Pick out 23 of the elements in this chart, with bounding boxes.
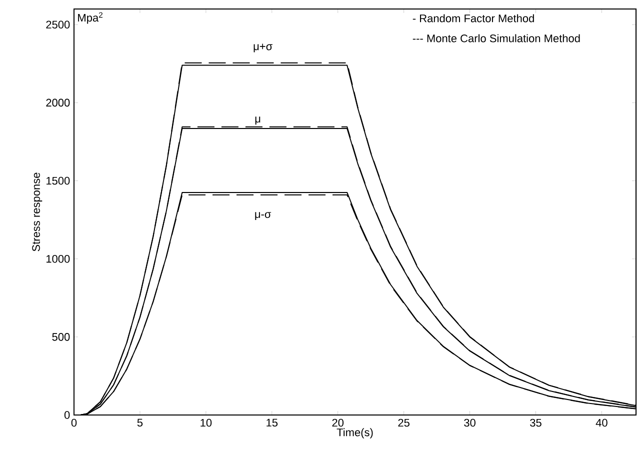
annotation: Mpa$^{2}$ [78, 12, 102, 24]
x-tick-label: 35 [530, 418, 542, 427]
x-tick-label: 10 [200, 418, 212, 427]
annotation: --- Monte Carlo Simulation Method [412, 34, 580, 42]
y-tick-label: 0 [64, 411, 70, 419]
annotation: - Random Factor Method [412, 14, 534, 22]
x-tick-label: 15 [266, 418, 278, 427]
annotation: μ [255, 116, 260, 125]
x-tick-label: 20 [332, 418, 344, 427]
annotation: μ-σ [255, 212, 272, 220]
y-tick-label: 1000 [46, 254, 70, 263]
y-tick-label: 2000 [46, 98, 70, 107]
y-axis-title: Stress response [32, 172, 42, 252]
y-tick-label: 2500 [46, 20, 70, 29]
annotation: μ+σ [254, 44, 272, 52]
y-tick-label: 500 [52, 333, 70, 341]
x-tick-label: 40 [596, 418, 608, 427]
x-tick-label: 25 [398, 418, 410, 427]
y-tick-label: 1500 [46, 176, 70, 185]
x-tick-label: 30 [464, 418, 476, 427]
x-tick-label: 0 [71, 418, 77, 427]
x-axis-title: Time(s) [336, 428, 373, 438]
x-tick-label: 5 [137, 418, 143, 427]
